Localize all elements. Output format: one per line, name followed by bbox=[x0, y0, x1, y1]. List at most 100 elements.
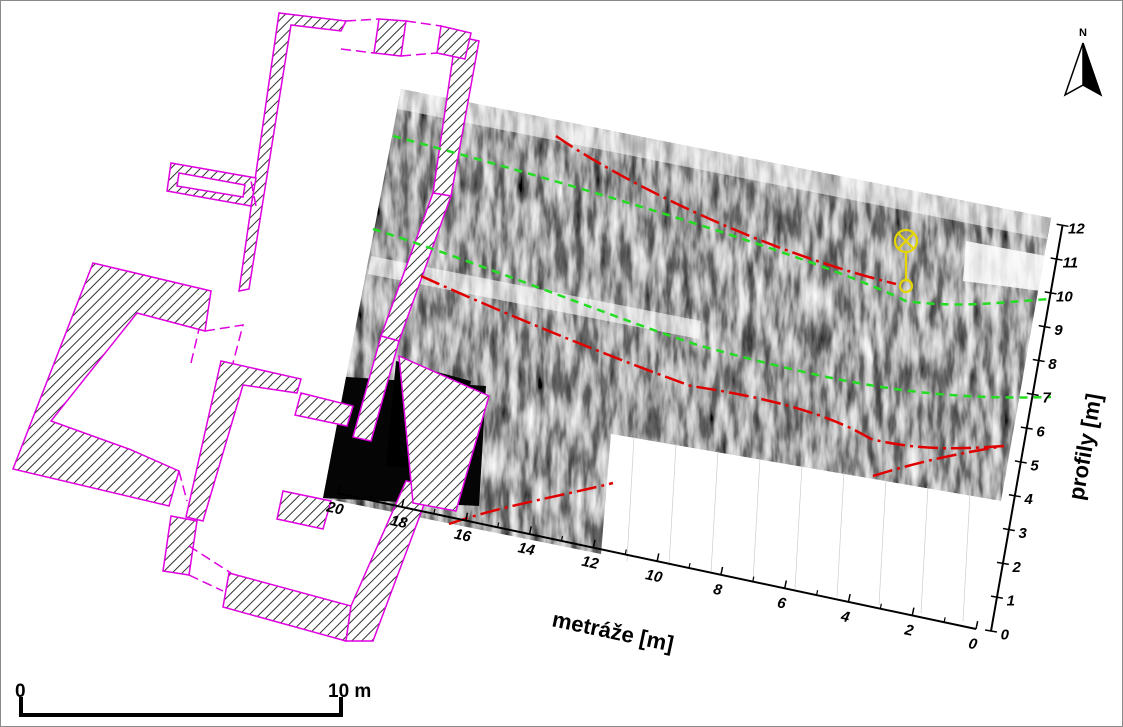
wall-segment bbox=[345, 480, 433, 642]
x-axis-tick-label: 6 bbox=[776, 594, 788, 612]
scale-bar-start-label: 0 bbox=[15, 681, 26, 702]
green-line-lower bbox=[372, 227, 1052, 399]
x-axis-tick-label: 4 bbox=[838, 608, 851, 627]
x-axis-tick-label: 0 bbox=[967, 635, 979, 653]
wall-segment bbox=[162, 515, 198, 576]
x-axis-minor-tick bbox=[688, 562, 691, 569]
x-axis-tick-mark bbox=[656, 553, 660, 562]
gpr-edge-fade-top bbox=[398, 89, 1051, 239]
y-axis-tick-label: 3 bbox=[1019, 525, 1028, 542]
green-dashed-lines bbox=[372, 134, 1052, 399]
red-line-1 bbox=[555, 134, 897, 286]
y-axis-tick-label: 6 bbox=[1036, 424, 1045, 441]
north-arrow-label: N bbox=[1079, 27, 1087, 39]
wall-segment bbox=[436, 25, 472, 60]
x-axis-tick-label: 18 bbox=[389, 512, 409, 532]
y-axis-tick-label: 5 bbox=[1030, 457, 1039, 474]
y-axis-tick-mark bbox=[1014, 460, 1027, 464]
wall-segment bbox=[352, 335, 400, 442]
y-axis-tick-mark bbox=[1008, 493, 1021, 498]
crossed-circle-marker-icon bbox=[893, 228, 919, 294]
x-axis-title: metráže [m] bbox=[550, 606, 676, 656]
y-axis-tick-label: 8 bbox=[1048, 356, 1057, 373]
wall-segment bbox=[238, 12, 348, 292]
gpr-no-data-area bbox=[606, 434, 1001, 561]
red-dash-dot-lines bbox=[420, 134, 1005, 526]
x-axis-minor-tick bbox=[624, 549, 627, 555]
x-axis-tick-mark bbox=[401, 499, 405, 508]
y-axis-tick-mark bbox=[1044, 291, 1057, 295]
x-axis-minor-tick bbox=[433, 508, 436, 514]
y-axis-tick-mark bbox=[984, 629, 998, 633]
x-axis-tick-label: 12 bbox=[580, 553, 600, 573]
y-axis-tick-label: 9 bbox=[1054, 322, 1063, 339]
x-axis-tick-mark bbox=[847, 593, 851, 603]
y-axis-tick-label: 7 bbox=[1042, 390, 1051, 407]
y-axis-tick-mark bbox=[1020, 426, 1033, 430]
wall-segment bbox=[185, 360, 302, 522]
x-axis-tick-label: 14 bbox=[516, 539, 536, 559]
x-axis-minor-tick bbox=[369, 495, 372, 501]
scale-bar: 0 10 m bbox=[15, 681, 371, 717]
wall-opening bbox=[176, 172, 246, 198]
y-axis-tick-mark bbox=[1002, 527, 1015, 532]
wall-segment bbox=[398, 354, 490, 512]
x-axis-tick-mark bbox=[528, 526, 532, 535]
building-walls bbox=[11, 12, 490, 642]
y-axis-tick-label: 4 bbox=[1023, 491, 1033, 508]
red-line-2 bbox=[420, 274, 1005, 450]
y-axis-tick-mark bbox=[1032, 358, 1045, 363]
x-axis: 0 2 4 6 8 10 12 14 16 18 20 bbox=[324, 485, 979, 653]
y-axis-tick-mark bbox=[996, 561, 1009, 566]
red-line-3 bbox=[872, 444, 1005, 478]
y-axis-title: profily [m] bbox=[1063, 392, 1106, 502]
wall-segment bbox=[373, 18, 407, 57]
y-axis-tick-label: 12 bbox=[1068, 221, 1085, 238]
north-arrow-icon: N bbox=[1063, 27, 1103, 97]
scale-bar-end-label: 10 m bbox=[328, 681, 371, 702]
x-axis-tick-label: 10 bbox=[644, 566, 664, 586]
wall-segment bbox=[294, 392, 354, 427]
y-axis-tick-mark bbox=[1038, 324, 1051, 329]
wall-segment bbox=[222, 572, 352, 642]
gpr-grid bbox=[626, 436, 971, 622]
x-axis-minor-tick bbox=[560, 535, 564, 542]
x-axis-tick-label: 20 bbox=[324, 498, 345, 518]
scale-bar-line bbox=[19, 697, 343, 717]
x-axis-tick-mark bbox=[592, 539, 596, 548]
gpr-radargram bbox=[323, 89, 1051, 622]
y-axis-tick-mark bbox=[1026, 392, 1039, 397]
x-axis-minor-tick bbox=[815, 590, 819, 596]
x-axis-tick-mark bbox=[911, 607, 915, 616]
y-axis-tick-label: 2 bbox=[1012, 559, 1022, 576]
x-axis-minor-tick bbox=[497, 522, 500, 528]
x-axis-tick-mark bbox=[337, 485, 341, 494]
y-axis-tick-label: 10 bbox=[1056, 288, 1073, 305]
x-axis-tick-mark bbox=[465, 512, 469, 521]
x-axis-ticks: 0 2 4 6 8 10 12 14 16 18 20 bbox=[324, 485, 979, 653]
x-axis-tick-mark bbox=[975, 621, 979, 630]
y-axis-tick-mark bbox=[1056, 223, 1069, 228]
red-line-4 bbox=[448, 481, 614, 526]
x-axis-line bbox=[338, 492, 977, 630]
x-axis-minor-tick bbox=[752, 576, 755, 582]
y-axis-tick-mark bbox=[1050, 257, 1063, 261]
x-axis-tick-mark bbox=[783, 580, 788, 589]
gpr-light-band bbox=[368, 256, 701, 339]
wall-segment bbox=[11, 262, 212, 507]
x-axis-tick-label: 16 bbox=[453, 526, 473, 546]
x-axis-tick-label: 8 bbox=[712, 581, 724, 599]
wall-segment bbox=[276, 490, 332, 530]
x-axis-tick-label: 2 bbox=[902, 621, 915, 640]
x-axis-minor-tick bbox=[879, 603, 882, 609]
y-axis-tick-label: 1 bbox=[1007, 593, 1015, 610]
wall-doorways bbox=[178, 18, 442, 592]
y-axis-tick-label: 11 bbox=[1063, 255, 1079, 272]
x-axis-minor-tick bbox=[943, 617, 946, 623]
x-axis-tick-mark bbox=[720, 566, 724, 575]
y-axis-tick-mark bbox=[990, 595, 1004, 599]
